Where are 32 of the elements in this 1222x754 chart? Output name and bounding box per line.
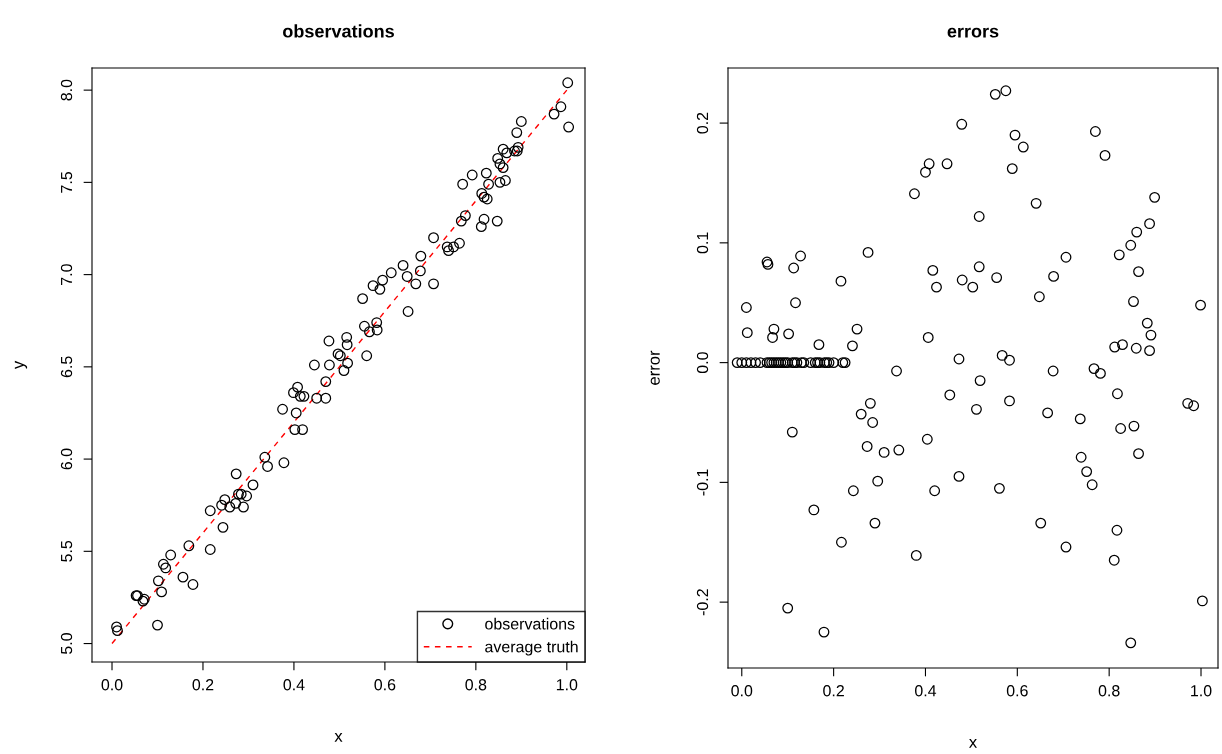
y-tick-label: 5.0: [60, 633, 73, 655]
x-tick-label: 0.0: [731, 685, 753, 697]
y-tick-label: -0.2: [696, 589, 709, 616]
x-tick-label: 1.0: [556, 679, 578, 691]
x-tick-label: 0.2: [192, 679, 214, 691]
x-axis-title: x: [969, 738, 977, 748]
chart-title: errors: [947, 27, 999, 38]
y-tick-label: -0.1: [696, 469, 709, 496]
x-tick-label: 0.6: [1006, 685, 1028, 697]
x-tick-label: 1.0: [1191, 685, 1212, 697]
y-tick-label: 7.0: [60, 264, 73, 285]
y-tick-label: 7.5: [61, 171, 73, 193]
x-tick-label: 0.0: [101, 679, 123, 691]
x-tick-label: 0.8: [1098, 685, 1120, 697]
y-axis-title: y: [14, 360, 28, 370]
y-tick-label: 0.1: [696, 232, 709, 254]
legend-label: observations: [485, 617, 575, 630]
y-tick-label: 0.2: [696, 112, 709, 134]
x-tick-label: 0.6: [374, 679, 396, 691]
x-tick-label: 0.2: [823, 685, 844, 697]
legend-label: average truth: [485, 640, 578, 656]
x-axis-title: x: [334, 732, 343, 742]
x-tick-label: 0.8: [465, 679, 487, 691]
x-tick-label: 0.4: [283, 679, 305, 691]
y-axis-title: error: [650, 350, 660, 385]
y-tick-label: 5.5: [61, 540, 73, 562]
x-tick-label: 0.4: [914, 685, 937, 697]
y-tick-label: 6.5: [60, 356, 73, 378]
y-tick-label: 0.0: [696, 352, 709, 374]
y-tick-label: 6.0: [60, 448, 73, 470]
y-tick-label: 8.0: [60, 79, 73, 101]
chart-title: observations: [283, 24, 394, 38]
